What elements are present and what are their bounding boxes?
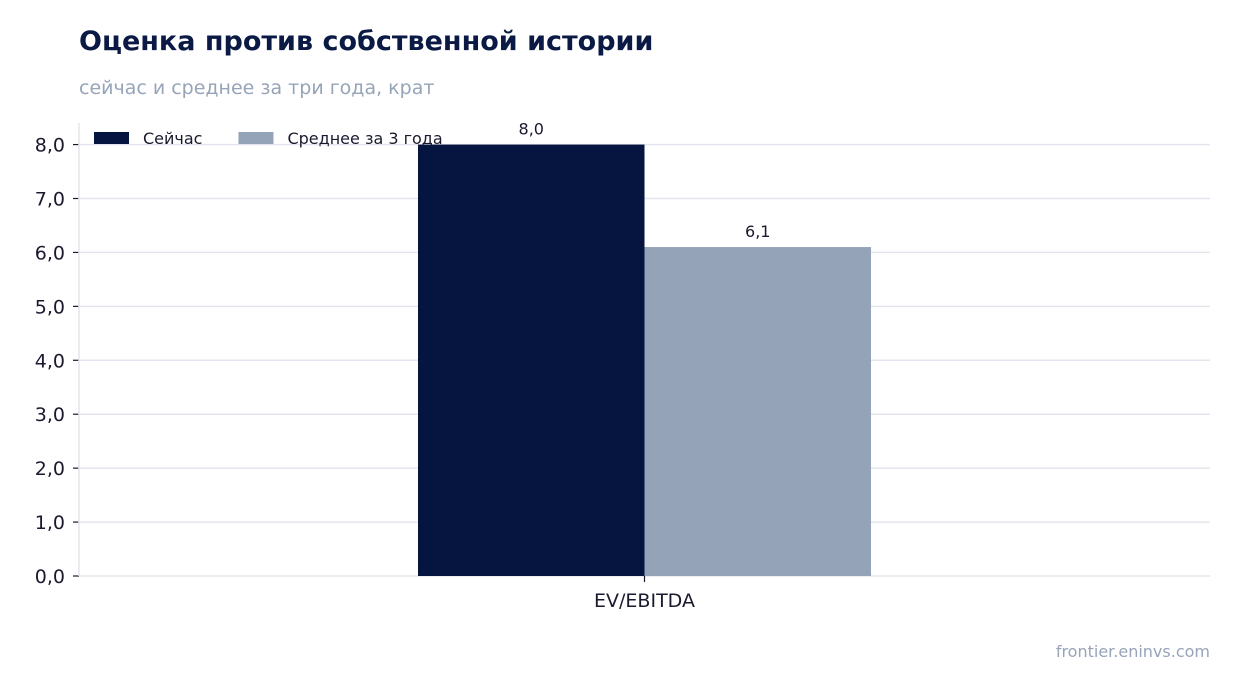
legend-label: Среднее за 3 года	[287, 129, 442, 148]
y-tick-label: 7,0	[35, 189, 65, 211]
y-tick-label: 1,0	[35, 512, 65, 534]
y-tick-label: 0,0	[35, 566, 65, 588]
chart-title: Оценка против собственной истории	[79, 26, 654, 57]
y-tick-label: 8,0	[35, 135, 65, 157]
legend-swatch	[238, 132, 274, 144]
bar	[644, 247, 871, 577]
bar-value-label: 8,0	[519, 120, 544, 139]
legend-label: Сейчас	[143, 129, 202, 148]
legend-swatch	[94, 132, 129, 144]
y-tick-label: 5,0	[35, 296, 65, 318]
bar	[418, 144, 645, 577]
chart-subtitle: сейчас и среднее за три года, крат	[79, 77, 435, 99]
y-tick-label: 4,0	[35, 350, 65, 372]
x-tick-label: EV/EBITDA	[594, 590, 695, 612]
source-credit: frontier.eninvs.com	[1055, 642, 1210, 661]
y-tick-label: 6,0	[35, 242, 65, 264]
y-tick-label: 2,0	[35, 458, 65, 480]
y-tick-label: 3,0	[35, 404, 65, 426]
bar-value-label: 6,1	[745, 222, 770, 241]
